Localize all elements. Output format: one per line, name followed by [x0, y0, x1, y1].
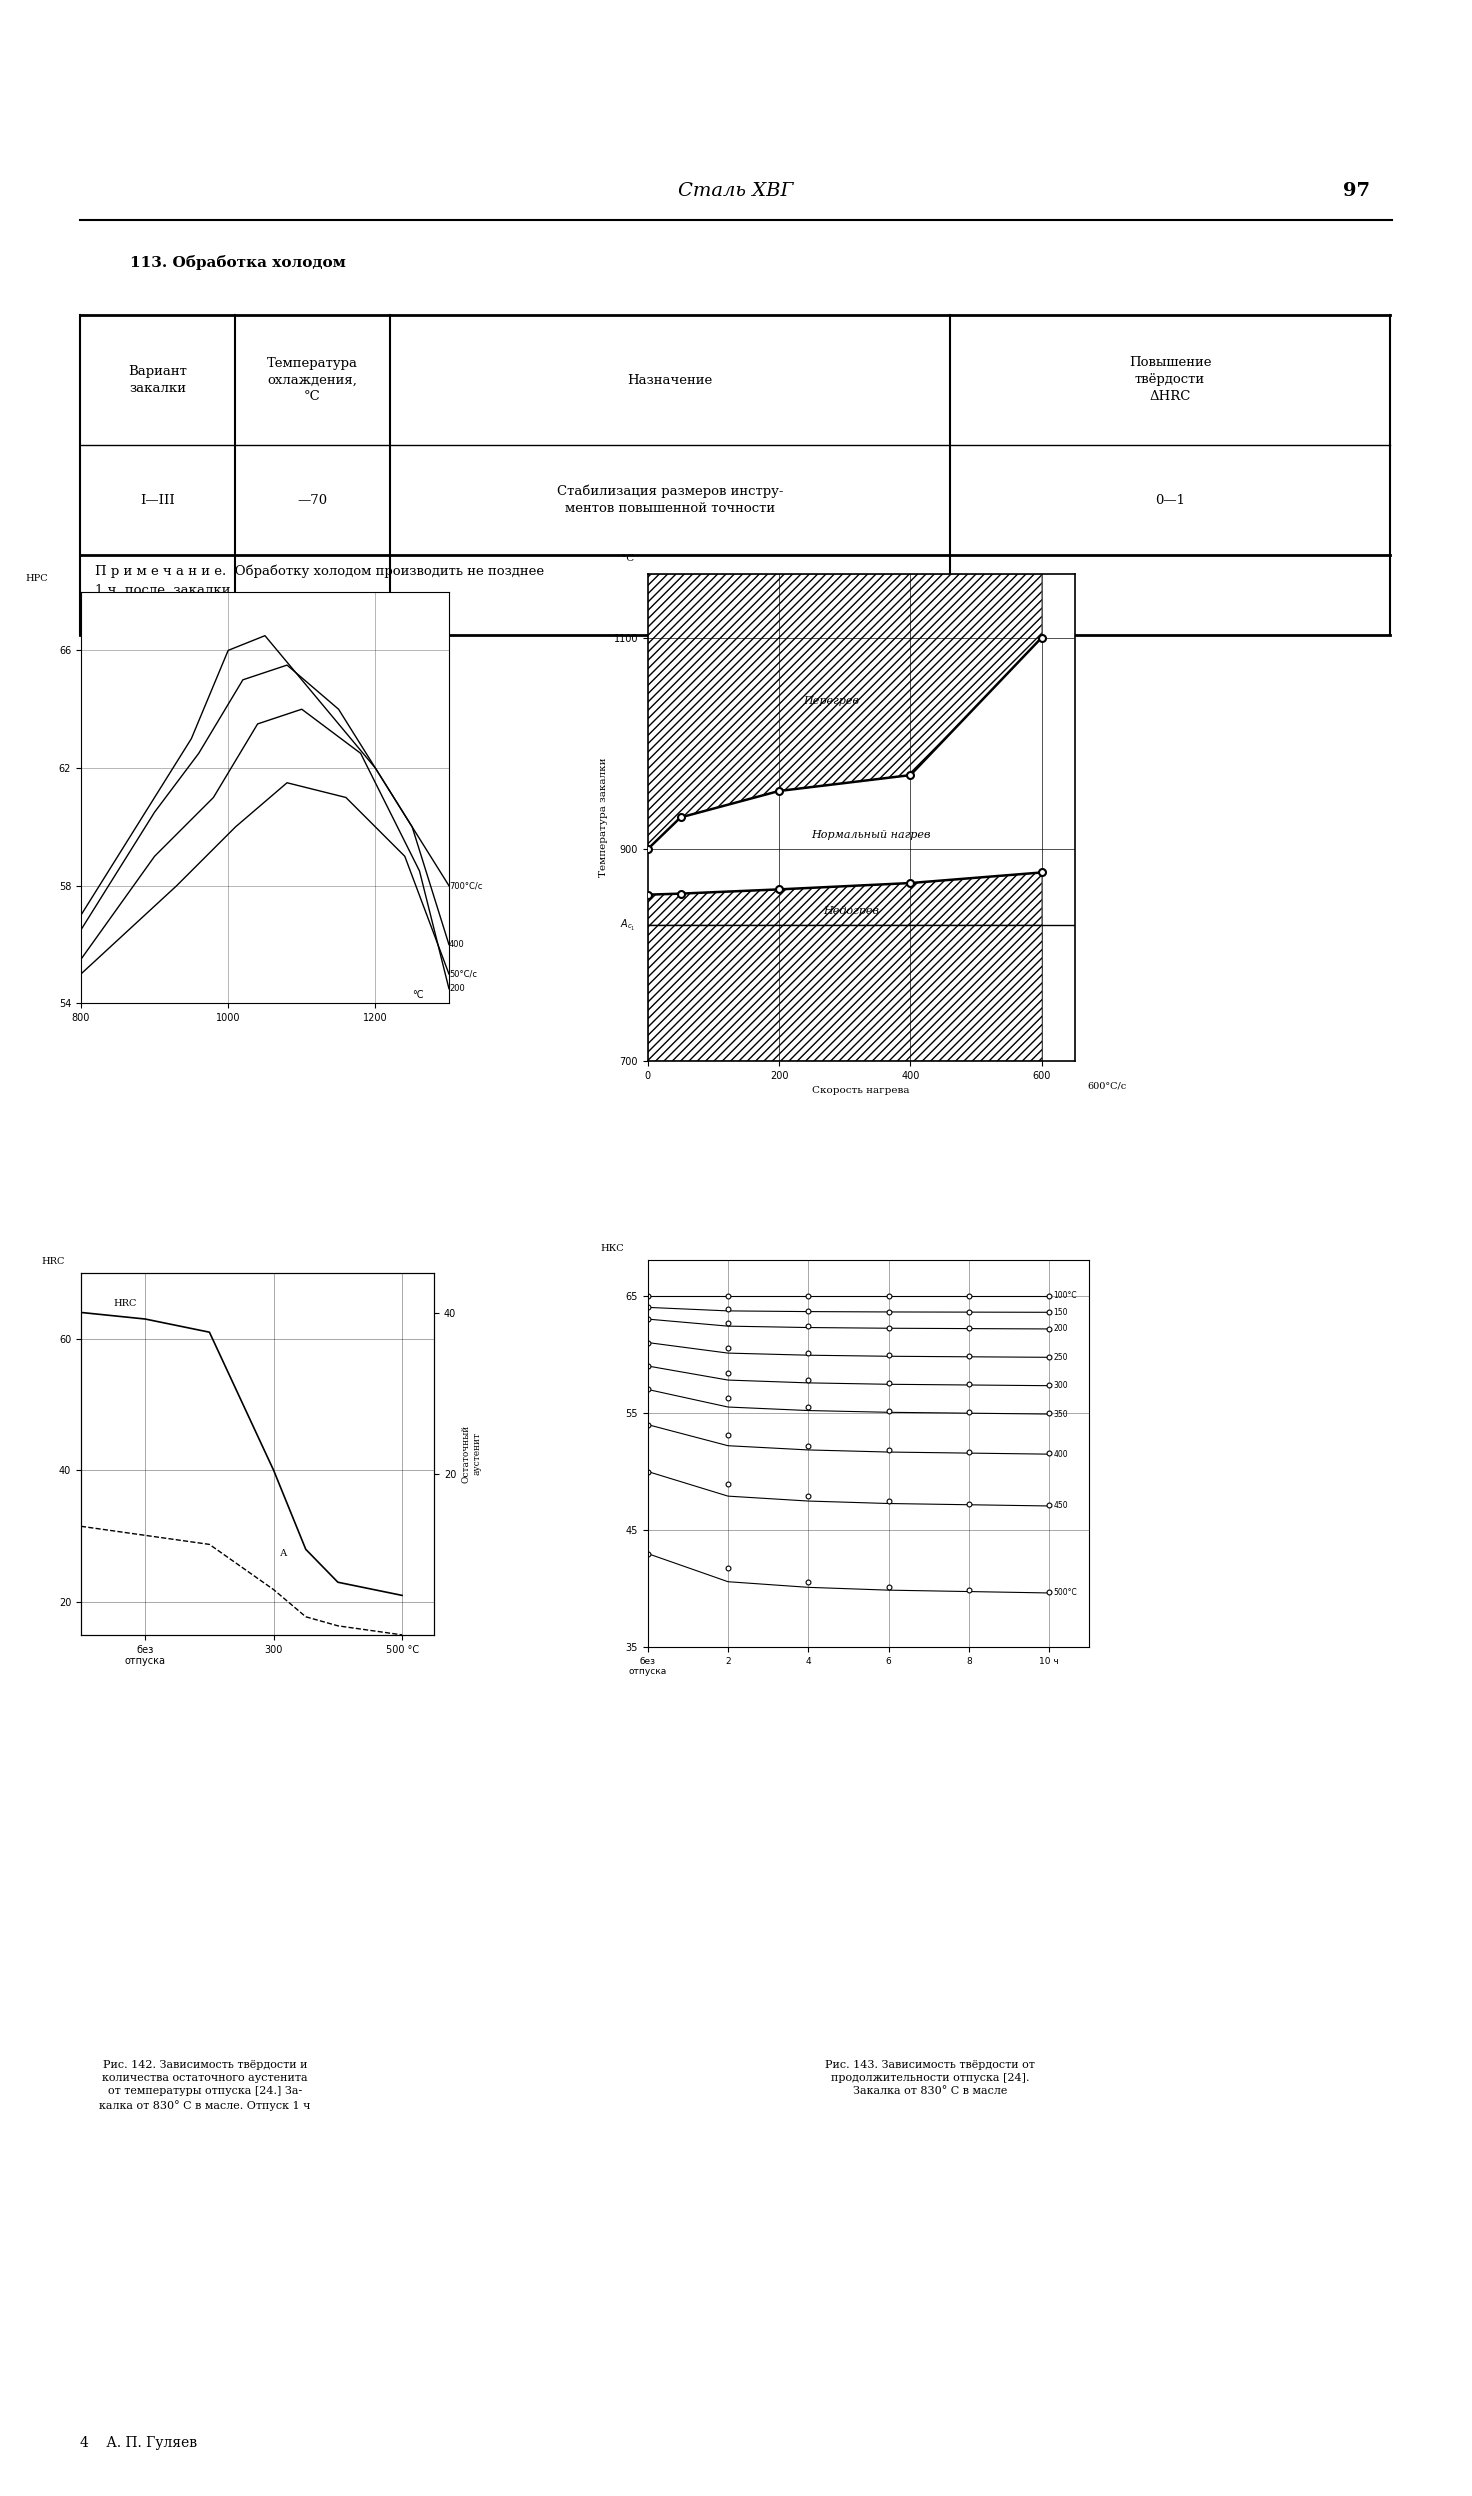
- Y-axis label: Остаточный
аустенит: Остаточный аустенит: [462, 1425, 481, 1483]
- Text: Стабилизация размеров инстру-
ментов повышенной точности: Стабилизация размеров инстру- ментов пов…: [556, 484, 783, 514]
- Text: 400: 400: [449, 941, 465, 948]
- Y-axis label: НРС: НРС: [25, 574, 49, 584]
- Text: Нормальный нагрев: Нормальный нагрев: [811, 831, 930, 841]
- Text: 500°С: 500°С: [1052, 1587, 1078, 1597]
- Text: 50°С/с: 50°С/с: [449, 968, 477, 978]
- Text: 350: 350: [1052, 1410, 1067, 1418]
- Text: Рис. 140. Зависимость твёрдости
от температуры и скорости на-
грева т. в. ч. [32: Рис. 140. Зависимость твёрдости от темпе…: [97, 1340, 303, 1388]
- Text: 4    А. П. Гуляев: 4 А. П. Гуляев: [79, 2436, 197, 2451]
- Text: Сталь ХВГ: Сталь ХВГ: [679, 182, 793, 200]
- Text: 97: 97: [1342, 182, 1370, 200]
- Text: 150: 150: [1052, 1308, 1067, 1318]
- Y-axis label: НКС: НКС: [601, 1243, 624, 1253]
- Text: °С: °С: [621, 554, 634, 564]
- Text: Закалка с нагревом т. в. ч.: Закалка с нагревом т. в. ч.: [79, 659, 431, 679]
- Text: 700°С/с: 700°С/с: [449, 881, 483, 891]
- Text: Рис. 143. Зависимость твёрдости от
продолжительности отпуска [24].
Закалка от 83: Рис. 143. Зависимость твёрдости от продо…: [826, 2059, 1035, 2097]
- Text: I—III: I—III: [140, 494, 175, 507]
- Text: Отпуск: Отпуск: [79, 1398, 174, 1420]
- Text: 200: 200: [1052, 1325, 1067, 1333]
- Text: 400: 400: [1052, 1450, 1067, 1458]
- Text: 600°С/с: 600°С/с: [1088, 1081, 1128, 1091]
- Text: Температура
охлаждения,
°С: Температура охлаждения, °С: [266, 357, 358, 404]
- Text: °С: °С: [412, 988, 424, 998]
- Text: —70: —70: [297, 494, 328, 507]
- Text: Вариант
закалки: Вариант закалки: [128, 364, 187, 394]
- Text: Назначение: Назначение: [627, 374, 712, 387]
- Text: Повышение
твёрдости
ΔHRC: Повышение твёрдости ΔHRC: [1129, 357, 1211, 404]
- Text: HRC: HRC: [113, 1298, 137, 1308]
- Text: 300: 300: [1052, 1380, 1067, 1390]
- Text: 100°С: 100°С: [1052, 1290, 1078, 1300]
- Text: 113. Обработка холодом: 113. Обработка холодом: [130, 255, 346, 270]
- Text: $A_{c_1}$: $A_{c_1}$: [620, 919, 636, 934]
- Text: 250: 250: [1052, 1353, 1067, 1363]
- X-axis label: Скорость нагрева: Скорость нагрева: [813, 1086, 910, 1096]
- Text: Рис. 142. Зависимость твёрдости и
количества остаточного аустенита
от температур: Рис. 142. Зависимость твёрдости и количе…: [99, 2059, 311, 2112]
- Text: Недогрев: Недогрев: [823, 906, 879, 916]
- Text: Рис. 141. Диаграмма выбора ре-
жимов закалки с нагревом т. в. ч.
[24] (по данным: Рис. 141. Диаграмма выбора ре- жимов зак…: [795, 1330, 1005, 1378]
- Y-axis label: Температура закалки: Температура закалки: [599, 759, 608, 876]
- Y-axis label: HRC: HRC: [41, 1255, 65, 1265]
- Text: Перегрев: Перегрев: [804, 696, 860, 706]
- Text: 450: 450: [1052, 1503, 1067, 1510]
- Text: 0—1: 0—1: [1156, 494, 1185, 507]
- Text: А: А: [280, 1550, 287, 1558]
- Text: 200: 200: [449, 983, 465, 993]
- Text: П р и м е ч а н и е.  Обработку холодом производить не позднее
1 ч  после  закал: П р и м е ч а н и е. Обработку холодом п…: [96, 564, 545, 597]
